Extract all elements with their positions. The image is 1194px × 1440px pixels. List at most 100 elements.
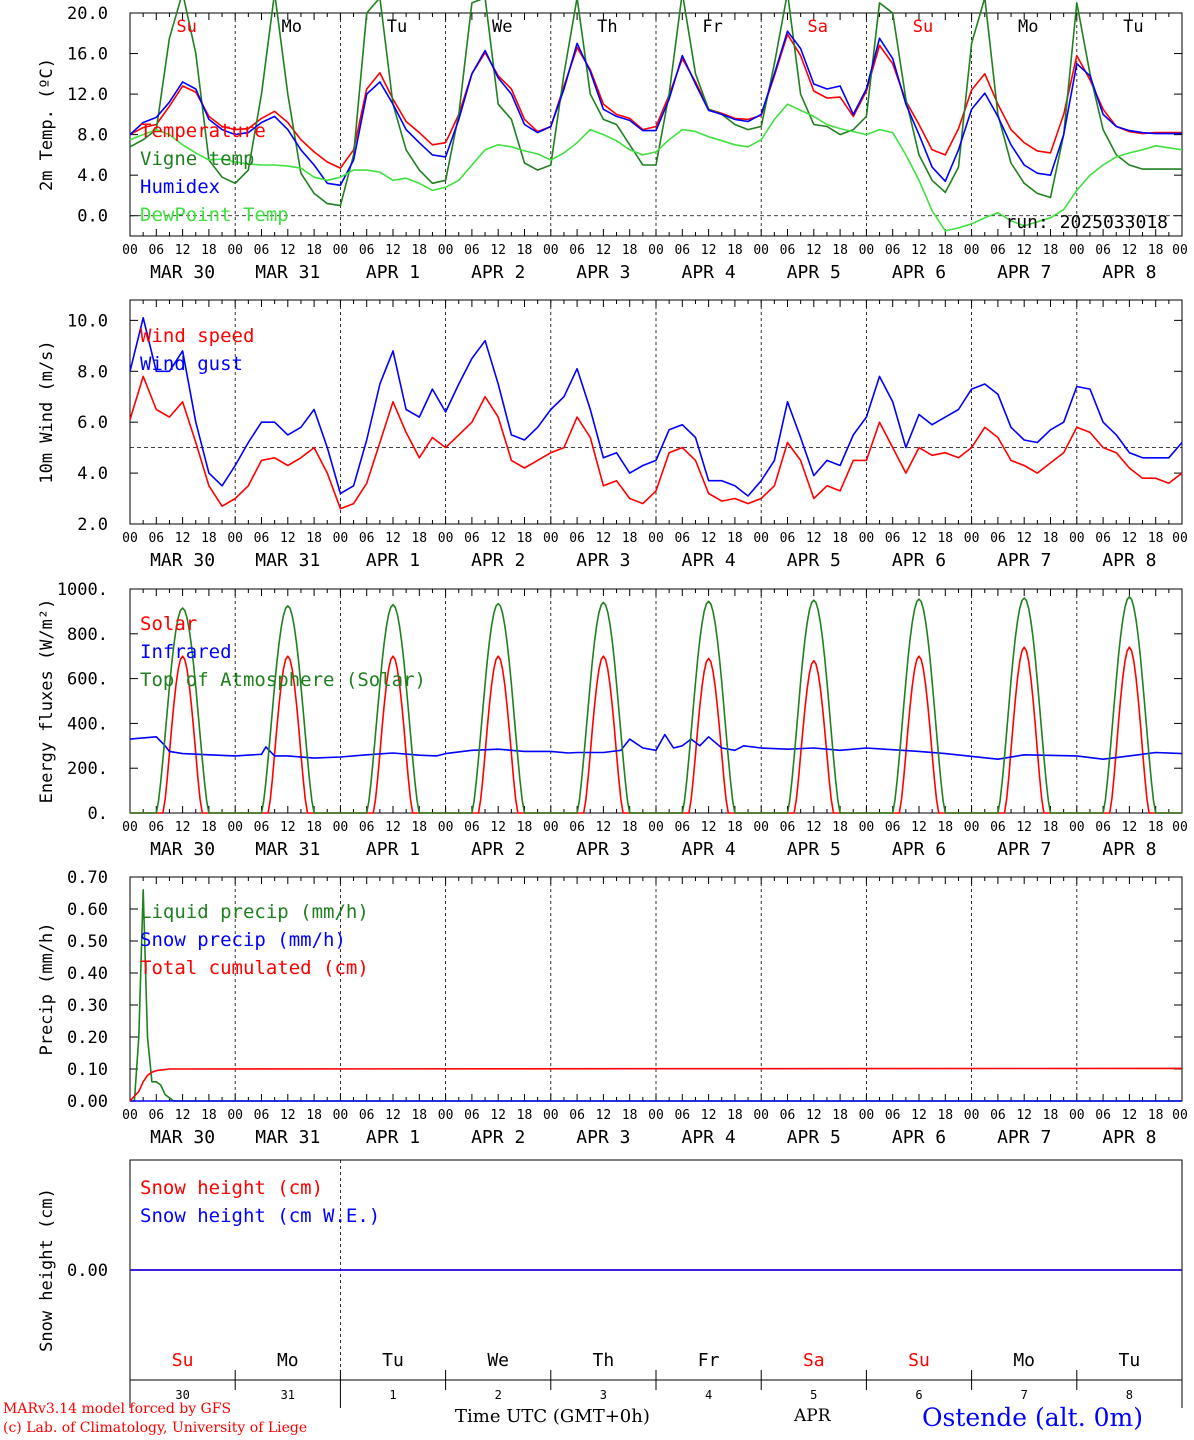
panel-3-hour-label: 18 [937, 820, 953, 835]
run-label: run: 2025033018 [1005, 212, 1168, 233]
panel-4-hour-label: 06 [1095, 1108, 1111, 1123]
panel-4-hour-label: 18 [622, 1108, 638, 1123]
panel-4-hour-label: 18 [201, 1108, 217, 1123]
panel-1-hour-label: 18 [517, 243, 533, 258]
panel-3-series-top-of-atmosphere-solar- [130, 595, 1182, 814]
panel-1-hour-label: 00 [964, 243, 980, 258]
panel-3-day-label: APR 6 [892, 839, 946, 860]
panel-1-y-tick-label: 20.0 [67, 4, 108, 24]
panel-2-y-tick-label: 10.0 [67, 311, 108, 331]
bottom-day-number: 6 [915, 1388, 922, 1402]
panel-4-hour-label: 06 [569, 1108, 585, 1123]
panel-2-series-wind-speed [129, 375, 1183, 510]
panel-2-hour-label: 12 [911, 531, 927, 546]
panel-4-legend-entry: Liquid precip (mm/h) [140, 901, 369, 923]
panel-1-hour-label: 18 [937, 243, 953, 258]
panel-3-hour-label: 00 [1069, 820, 1085, 835]
panel-3-day-label: APR 1 [366, 839, 420, 860]
panel-1-hour-label: 18 [411, 243, 427, 258]
panel-4-hour-label: 18 [411, 1108, 427, 1123]
panel-1-legend-entry: Vigne temp [140, 148, 254, 170]
panel-5-y-tick-label: 0.00 [67, 1261, 108, 1281]
panel-2-day-label: APR 1 [366, 550, 420, 571]
panel-1-hour-label: 06 [780, 243, 796, 258]
panel-4-day-label: APR 4 [682, 1127, 736, 1148]
panel-1-hour-label: 18 [1043, 243, 1059, 258]
panel-3-hour-label: 18 [201, 820, 217, 835]
panel-3-legend-entry: Infrared [140, 641, 232, 663]
panel-3-hour-label: 06 [1095, 820, 1111, 835]
panel-4-legend-entry: Total cumulated (cm) [140, 957, 369, 979]
panel-2-day-label: APR 5 [787, 550, 841, 571]
panel-4-day-label: APR 1 [366, 1127, 420, 1148]
panel-4-hour-label: 18 [517, 1108, 533, 1123]
panel-4-day-label: APR 5 [787, 1127, 841, 1148]
panel-2-hour-label: 00 [1172, 531, 1188, 546]
panel-4-hour-label: 18 [727, 1108, 743, 1123]
panel-1-hour-label: 12 [175, 243, 191, 258]
panel-1-hour-label: 18 [622, 243, 638, 258]
bottom-weekday-label: Tu [1119, 1350, 1141, 1371]
panel-1-hour-label: 00 [648, 243, 664, 258]
panel-1-y-axis-label: 2m Temp. (ºC) [37, 58, 57, 191]
bottom-day-number: 31 [281, 1388, 295, 1402]
panel-2-hour-label: 06 [885, 531, 901, 546]
panel-4-y-tick-label: 0.20 [67, 1028, 108, 1048]
panel-1-hour-label: 12 [911, 243, 927, 258]
panel-1-hour-label: 18 [1148, 243, 1164, 258]
panel-4-legend-entry: Snow precip (mm/h) [140, 929, 346, 951]
bottom-day-number: 30 [175, 1388, 189, 1402]
panel-2-hour-label: 12 [701, 531, 717, 546]
panel-2-hour-label: 00 [1069, 531, 1085, 546]
time-axis-label: Time UTC (GMT+0h) [455, 1406, 650, 1427]
panel-4-hour-label: 12 [596, 1108, 612, 1123]
panel-1-hour-label: 06 [464, 243, 480, 258]
panel-1-series-humidex [129, 30, 1182, 187]
panel-2-day-label: APR 2 [471, 550, 525, 571]
panel-2-hour-label: 18 [727, 531, 743, 546]
panel-1-hour-label: 00 [859, 243, 875, 258]
panel-4-hour-label: 18 [306, 1108, 322, 1123]
panel-2-hour-label: 00 [859, 531, 875, 546]
panel-2-hour-label: 06 [254, 531, 270, 546]
panel-1-hour-label: 06 [359, 243, 375, 258]
panel-1-weekday-label: Su [913, 17, 933, 37]
bottom-weekday-label: Tu [382, 1350, 404, 1371]
panel-1-day-label: MAR 30 [150, 262, 215, 283]
panel-1-hour-label: 06 [254, 243, 270, 258]
panel-4-hour-label: 06 [148, 1108, 164, 1123]
panel-1-hour-label: 18 [832, 243, 848, 258]
panel-1-hour-label: 00 [438, 243, 454, 258]
panel-4-hour-label: 00 [1172, 1108, 1188, 1123]
panel-3-hour-label: 06 [254, 820, 270, 835]
panel-1-y-tick-label: 8.0 [77, 126, 108, 146]
month-label: APR [794, 1406, 831, 1426]
panel-3-hour-label: 00 [753, 820, 769, 835]
panel-1-series-dewpoint-temp [129, 103, 1183, 232]
panel-3-hour-label: 06 [569, 820, 585, 835]
panel-4-hour-label: 00 [227, 1108, 243, 1123]
panel-1-hour-label: 06 [885, 243, 901, 258]
panel-4-y-axis-label: Precip (mm/h) [37, 922, 57, 1055]
panel-2-day-label: APR 4 [682, 550, 736, 571]
panel-3-hour-label: 18 [727, 820, 743, 835]
panel-4-hour-label: 06 [674, 1108, 690, 1123]
panel-4-day-label: APR 8 [1102, 1127, 1156, 1148]
panel-4-hour-label: 06 [780, 1108, 796, 1123]
panel-2-y-tick-label: 6.0 [77, 413, 108, 433]
panel-2-hour-label: 18 [622, 531, 638, 546]
bottom-weekday-label: Sa [803, 1350, 825, 1371]
panel-2-hour-label: 00 [964, 531, 980, 546]
panel-2-day-label: APR 3 [576, 550, 630, 571]
panel-4-hour-label: 06 [990, 1108, 1006, 1123]
panel-3-hour-label: 18 [1043, 820, 1059, 835]
bottom-weekday-label: Su [908, 1350, 930, 1371]
panel-2-legend-entry: Wind gust [140, 353, 243, 375]
panel-4-day-label: APR 3 [576, 1127, 630, 1148]
panel-2-hour-label: 12 [806, 531, 822, 546]
panel-4-hour-label: 12 [490, 1108, 506, 1123]
panel-3-hour-label: 12 [385, 820, 401, 835]
panel-2-hour-label: 18 [937, 531, 953, 546]
panel-4-hour-label: 00 [648, 1108, 664, 1123]
